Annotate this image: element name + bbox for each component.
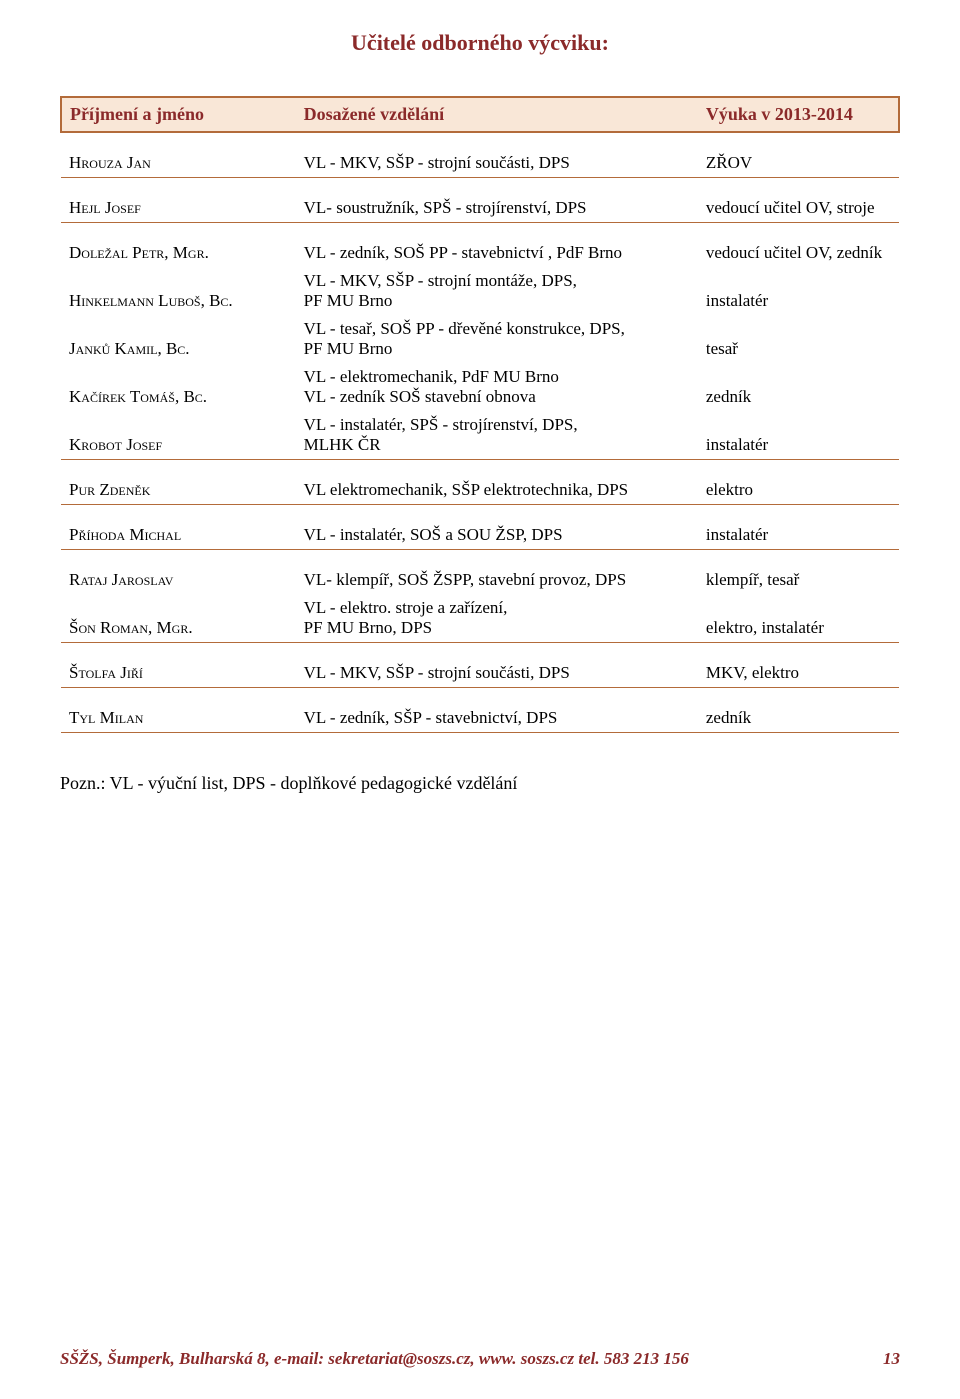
spacer-row bbox=[61, 643, 899, 660]
education-cell: VL- soustružník, SPŠ - strojírenství, DP… bbox=[296, 194, 698, 223]
name-cell: Kačírek Tomáš, Bc. bbox=[61, 363, 296, 411]
spacer-row bbox=[61, 223, 899, 240]
table-header-row: Příjmení a jménoDosažené vzděláníVýuka v… bbox=[61, 97, 899, 132]
table-row: Tyl MilanVL - zedník, SŠP - stavebnictví… bbox=[61, 704, 899, 733]
table-header-cell: Výuka v 2013-2014 bbox=[698, 97, 899, 132]
teaching-cell: instalatér bbox=[698, 411, 899, 460]
education-cell: VL- klempíř, SOŠ ŽSPP, stavební provoz, … bbox=[296, 566, 698, 594]
education-cell: VL - elektromechanik, PdF MU BrnoVL - ze… bbox=[296, 363, 698, 411]
page: Učitelé odborného výcviku: Příjmení a jm… bbox=[0, 0, 960, 1399]
teaching-cell: elektro, instalatér bbox=[698, 594, 899, 643]
education-cell: VL - MKV, SŠP - strojní montáže, DPS,PF … bbox=[296, 267, 698, 315]
teaching-cell: MKV, elektro bbox=[698, 659, 899, 688]
footer-page-number: 13 bbox=[883, 1349, 900, 1369]
education-cell: VL elektromechanik, SŠP elektrotechnika,… bbox=[296, 476, 698, 505]
footnote: Pozn.: VL - výuční list, DPS - doplňkové… bbox=[60, 773, 900, 794]
spacer-row bbox=[61, 505, 899, 522]
education-cell: VL - instalatér, SPŠ - strojírenství, DP… bbox=[296, 411, 698, 460]
teaching-cell: vedoucí učitel OV, zedník bbox=[698, 239, 899, 267]
education-cell: VL - zedník, SŠP - stavebnictví, DPS bbox=[296, 704, 698, 733]
name-cell: Pur Zdeněk bbox=[61, 476, 296, 505]
name-cell: Štolfa Jiří bbox=[61, 659, 296, 688]
spacer-row bbox=[61, 688, 899, 705]
table-row: Šon Roman, Mgr.VL - elektro. stroje a za… bbox=[61, 594, 899, 643]
education-cell: VL - MKV, SŠP - strojní součásti, DPS bbox=[296, 149, 698, 178]
education-cell: VL - elektro. stroje a zařízení,PF MU Br… bbox=[296, 594, 698, 643]
table-row: Hrouza JanVL - MKV, SŠP - strojní součás… bbox=[61, 149, 899, 178]
spacer-row bbox=[61, 132, 899, 149]
spacer-row bbox=[61, 550, 899, 567]
name-cell: Hinkelmann Luboš, Bc. bbox=[61, 267, 296, 315]
spacer-row bbox=[61, 460, 899, 477]
teaching-cell: instalatér bbox=[698, 267, 899, 315]
table-header-cell: Dosažené vzdělání bbox=[296, 97, 698, 132]
teaching-cell: instalatér bbox=[698, 521, 899, 550]
footer: SŠŽS, Šumperk, Bulharská 8, e-mail: sekr… bbox=[60, 1349, 900, 1369]
teaching-cell: elektro bbox=[698, 476, 899, 505]
table-row: Hejl JosefVL- soustružník, SPŠ - strojír… bbox=[61, 194, 899, 223]
table-row: Kačírek Tomáš, Bc.VL - elektromechanik, … bbox=[61, 363, 899, 411]
education-cell: VL - instalatér, SOŠ a SOU ŽSP, DPS bbox=[296, 521, 698, 550]
table-row: Štolfa JiříVL - MKV, SŠP - strojní součá… bbox=[61, 659, 899, 688]
teaching-cell: zedník bbox=[698, 704, 899, 733]
name-cell: Doležal Petr, Mgr. bbox=[61, 239, 296, 267]
teaching-cell: tesař bbox=[698, 315, 899, 363]
table-row: Doležal Petr, Mgr.VL - zedník, SOŠ PP - … bbox=[61, 239, 899, 267]
page-title: Učitelé odborného výcviku: bbox=[60, 30, 900, 56]
table-row: Rataj JaroslavVL- klempíř, SOŠ ŽSPP, sta… bbox=[61, 566, 899, 594]
table-row: Pur ZdeněkVL elektromechanik, SŠP elektr… bbox=[61, 476, 899, 505]
footer-left: SŠŽS, Šumperk, Bulharská 8, e-mail: sekr… bbox=[60, 1349, 689, 1369]
name-cell: Janků Kamil, Bc. bbox=[61, 315, 296, 363]
table-row: Krobot JosefVL - instalatér, SPŠ - stroj… bbox=[61, 411, 899, 460]
name-cell: Krobot Josef bbox=[61, 411, 296, 460]
teaching-cell: klempíř, tesař bbox=[698, 566, 899, 594]
education-cell: VL - zedník, SOŠ PP - stavebnictví , PdF… bbox=[296, 239, 698, 267]
name-cell: Hejl Josef bbox=[61, 194, 296, 223]
name-cell: Hrouza Jan bbox=[61, 149, 296, 178]
table-row: Janků Kamil, Bc.VL - tesař, SOŠ PP - dře… bbox=[61, 315, 899, 363]
teaching-cell: vedoucí učitel OV, stroje bbox=[698, 194, 899, 223]
education-cell: VL - tesař, SOŠ PP - dřevěné konstrukce,… bbox=[296, 315, 698, 363]
education-cell: VL - MKV, SŠP - strojní součásti, DPS bbox=[296, 659, 698, 688]
teachers-table: Příjmení a jménoDosažené vzděláníVýuka v… bbox=[60, 96, 900, 733]
teaching-cell: ZŘOV bbox=[698, 149, 899, 178]
spacer-row bbox=[61, 178, 899, 195]
name-cell: Rataj Jaroslav bbox=[61, 566, 296, 594]
table-row: Hinkelmann Luboš, Bc.VL - MKV, SŠP - str… bbox=[61, 267, 899, 315]
teaching-cell: zedník bbox=[698, 363, 899, 411]
name-cell: Šon Roman, Mgr. bbox=[61, 594, 296, 643]
name-cell: Příhoda Michal bbox=[61, 521, 296, 550]
table-row: Příhoda MichalVL - instalatér, SOŠ a SOU… bbox=[61, 521, 899, 550]
name-cell: Tyl Milan bbox=[61, 704, 296, 733]
table-header-cell: Příjmení a jméno bbox=[61, 97, 296, 132]
